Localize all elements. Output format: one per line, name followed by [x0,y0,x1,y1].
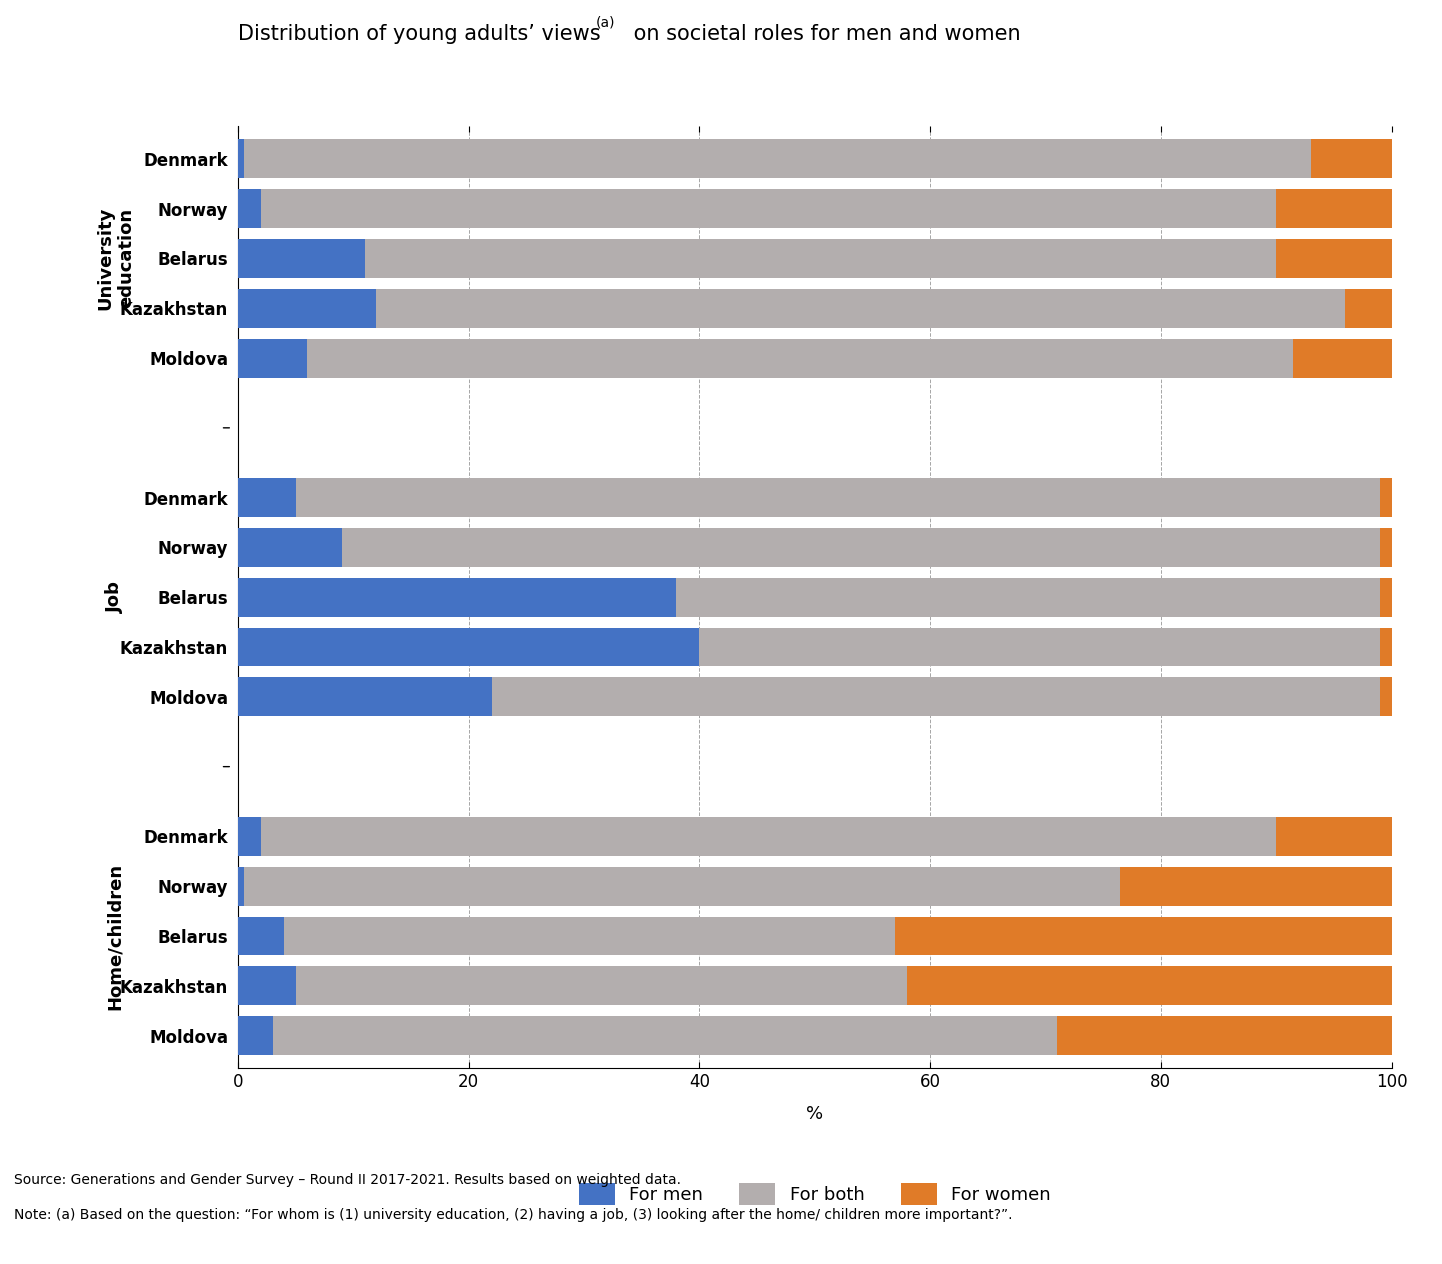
Bar [238,628,699,666]
Bar [1293,339,1392,378]
Bar [342,528,1380,566]
Bar [1380,578,1392,617]
Bar [296,478,1380,517]
X-axis label: %: % [806,1105,823,1122]
Bar [238,967,296,1005]
Bar [1057,1016,1392,1055]
Bar [1120,867,1392,905]
Bar [676,578,1380,617]
Text: University
education: University education [97,207,134,310]
Bar [699,628,1380,666]
Bar [895,916,1392,956]
Bar [1276,239,1392,278]
Bar [244,867,1120,905]
Bar [365,239,1276,278]
Bar [238,578,676,617]
Bar [296,967,907,1005]
Bar [238,139,244,178]
Text: Job: Job [107,581,124,613]
Text: Source: Generations and Gender Survey – Round II 2017-2021. Results based on wei: Source: Generations and Gender Survey – … [14,1173,682,1187]
Bar [1380,678,1392,717]
Bar [244,139,1311,178]
Bar [1380,628,1392,666]
Bar [1276,817,1392,856]
Text: Home/children: Home/children [107,862,124,1010]
Bar [1380,478,1392,517]
Bar [238,867,244,905]
Bar [1276,190,1392,228]
Bar [907,967,1392,1005]
Bar [238,817,261,856]
Bar [284,916,895,956]
Bar [238,339,307,378]
Bar [307,339,1293,378]
Bar [238,190,261,228]
Bar [238,916,284,956]
Legend: For men, For both, For women: For men, For both, For women [578,1183,1051,1205]
Bar [261,817,1276,856]
Text: Note: (a) Based on the question: “For whom is (1) university education, (2) havi: Note: (a) Based on the question: “For wh… [14,1208,1012,1222]
Bar [273,1016,1057,1055]
Bar [1311,139,1392,178]
Bar [238,678,492,717]
Bar [238,478,296,517]
Bar [238,1016,273,1055]
Bar [238,239,365,278]
Bar [261,190,1276,228]
Text: (a): (a) [596,15,616,29]
Bar [1345,289,1392,327]
Bar [238,528,342,566]
Bar [492,678,1380,717]
Bar [238,289,376,327]
Text: Distribution of young adults’ views: Distribution of young adults’ views [238,24,600,44]
Text: on societal roles for men and women: on societal roles for men and women [627,24,1021,44]
Bar [376,289,1345,327]
Bar [1380,528,1392,566]
